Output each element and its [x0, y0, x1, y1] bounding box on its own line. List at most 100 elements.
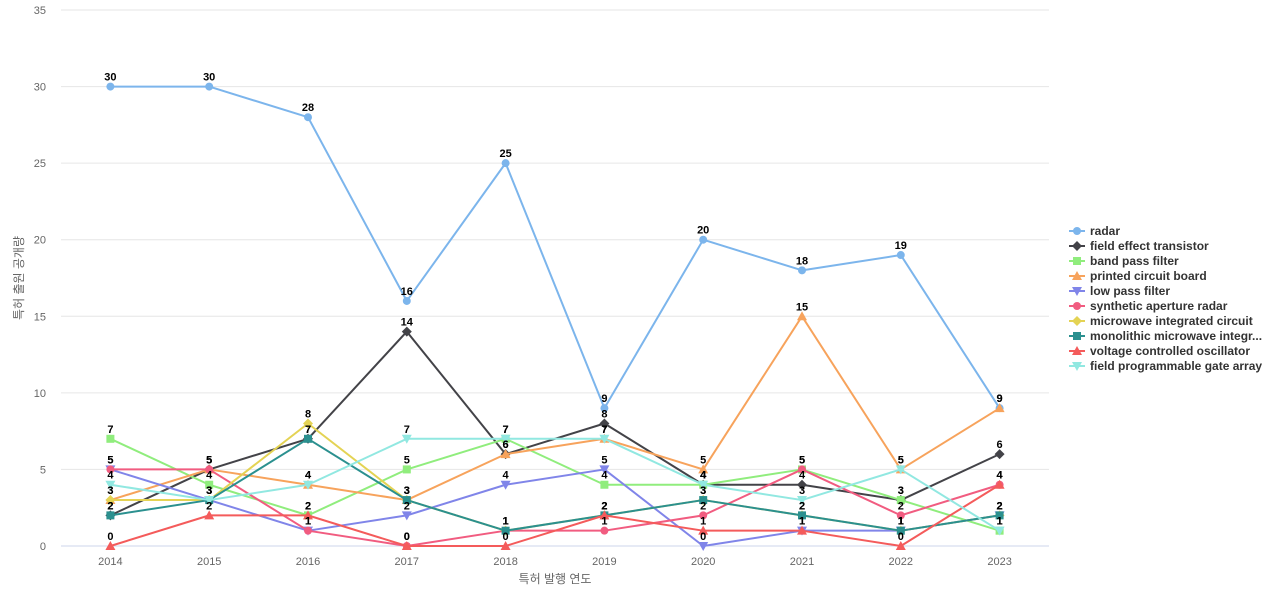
data-point — [698, 480, 709, 490]
data-label: 5 — [799, 454, 805, 466]
legend-marker — [1072, 271, 1082, 280]
data-point — [501, 159, 510, 168]
data-point — [304, 434, 312, 443]
data-label: 14 — [401, 317, 414, 329]
legend-item[interactable]: field programmable gate array — [1069, 359, 1262, 373]
data-label: 15 — [796, 301, 808, 313]
x-tick-label: 2022 — [889, 556, 913, 568]
legend-item[interactable]: voltage controlled oscillator — [1069, 344, 1250, 358]
x-axis-title: 특허 발행 연도 — [519, 571, 592, 586]
data-label: 28 — [302, 102, 314, 114]
data-point — [402, 496, 411, 505]
data-label: 1 — [898, 516, 904, 528]
data-label: 5 — [206, 454, 212, 466]
data-label: 3 — [206, 485, 212, 497]
data-label: 30 — [203, 72, 215, 84]
series-line — [110, 483, 1001, 547]
legend-item[interactable]: printed circuit board — [1069, 269, 1207, 283]
data-point — [401, 434, 412, 444]
data-point — [500, 541, 511, 550]
y-tick-label: 10 — [34, 388, 46, 400]
data-point — [106, 82, 115, 91]
data-label: 7 — [601, 424, 607, 436]
data-point — [304, 113, 312, 122]
x-tick-label: 2016 — [296, 556, 320, 568]
data-label: 1 — [997, 516, 1003, 528]
data-label: 9 — [601, 393, 607, 405]
x-tick-label: 2017 — [395, 556, 419, 568]
data-label: 25 — [499, 148, 511, 160]
data-label: 4 — [700, 470, 707, 482]
data-label: 19 — [895, 240, 907, 252]
data-point — [600, 526, 609, 535]
legend-item[interactable]: microwave integrated circuit — [1069, 314, 1253, 328]
legend-item[interactable]: band pass filter — [1069, 254, 1179, 268]
data-point — [106, 434, 115, 443]
x-tick-label: 2018 — [493, 556, 517, 568]
data-label: 4 — [997, 470, 1004, 482]
data-point — [699, 235, 708, 244]
data-label: 2 — [206, 500, 212, 512]
data-label: 2 — [997, 500, 1003, 512]
data-label: 2 — [107, 500, 113, 512]
data-point — [106, 465, 115, 474]
data-label: 3 — [700, 485, 706, 497]
data-point — [699, 496, 708, 505]
legend-item[interactable]: field effect transistor — [1069, 239, 1209, 253]
data-point — [797, 496, 807, 506]
data-label: 3 — [404, 485, 410, 497]
data-point — [304, 526, 312, 535]
data-label: 1 — [700, 516, 706, 528]
data-point — [105, 480, 116, 490]
legend-label: microwave integrated circuit — [1090, 314, 1253, 328]
data-point — [599, 510, 610, 520]
data-point — [303, 510, 313, 520]
data-point — [994, 403, 1005, 413]
data-label: 1 — [898, 516, 904, 528]
data-label: 3 — [206, 485, 212, 497]
legend-item[interactable]: low pass filter — [1069, 284, 1170, 298]
data-label: 7 — [305, 424, 311, 436]
data-label: 3 — [404, 485, 410, 497]
data-label: 4 — [997, 470, 1004, 482]
data-label: 1 — [799, 516, 805, 528]
data-label: 6 — [503, 439, 509, 451]
data-label: 4 — [107, 470, 114, 482]
data-point — [896, 251, 905, 260]
y-tick-label: 0 — [40, 541, 46, 553]
legend-item[interactable]: radar — [1069, 224, 1120, 238]
data-point — [402, 296, 411, 305]
series-5 — [106, 465, 1004, 550]
legend-item[interactable]: synthetic aperture radar — [1069, 299, 1228, 313]
data-point — [106, 511, 115, 520]
data-label: 16 — [401, 286, 413, 298]
series-7 — [106, 434, 1004, 535]
series-line — [110, 315, 1001, 502]
data-label: 4 — [799, 470, 806, 482]
legend-marker — [1072, 346, 1082, 355]
data-point — [797, 311, 807, 321]
data-point — [500, 434, 511, 444]
y-axis-title: 특허 출원 공개량 — [12, 236, 26, 320]
y-tick-label: 20 — [34, 235, 46, 247]
data-label: 7 — [107, 424, 113, 436]
legend-marker — [1073, 332, 1081, 340]
data-label: 5 — [898, 454, 904, 466]
data-label: 5 — [206, 454, 212, 466]
data-label: 5 — [107, 454, 113, 466]
data-label: 5 — [601, 454, 607, 466]
data-label: 4 — [601, 470, 608, 482]
data-point — [896, 526, 905, 535]
data-label: 1 — [898, 516, 904, 528]
data-point — [205, 480, 214, 489]
legend-item[interactable]: monolithic microwave integr... — [1069, 329, 1262, 343]
series-0 — [106, 82, 1004, 413]
data-label: 8 — [601, 408, 607, 420]
legend-label: low pass filter — [1090, 284, 1170, 298]
data-point — [698, 542, 709, 551]
data-label: 3 — [206, 485, 212, 497]
legend-label: band pass filter — [1090, 254, 1179, 268]
legend-marker — [1072, 287, 1082, 296]
data-label: 0 — [404, 531, 410, 543]
